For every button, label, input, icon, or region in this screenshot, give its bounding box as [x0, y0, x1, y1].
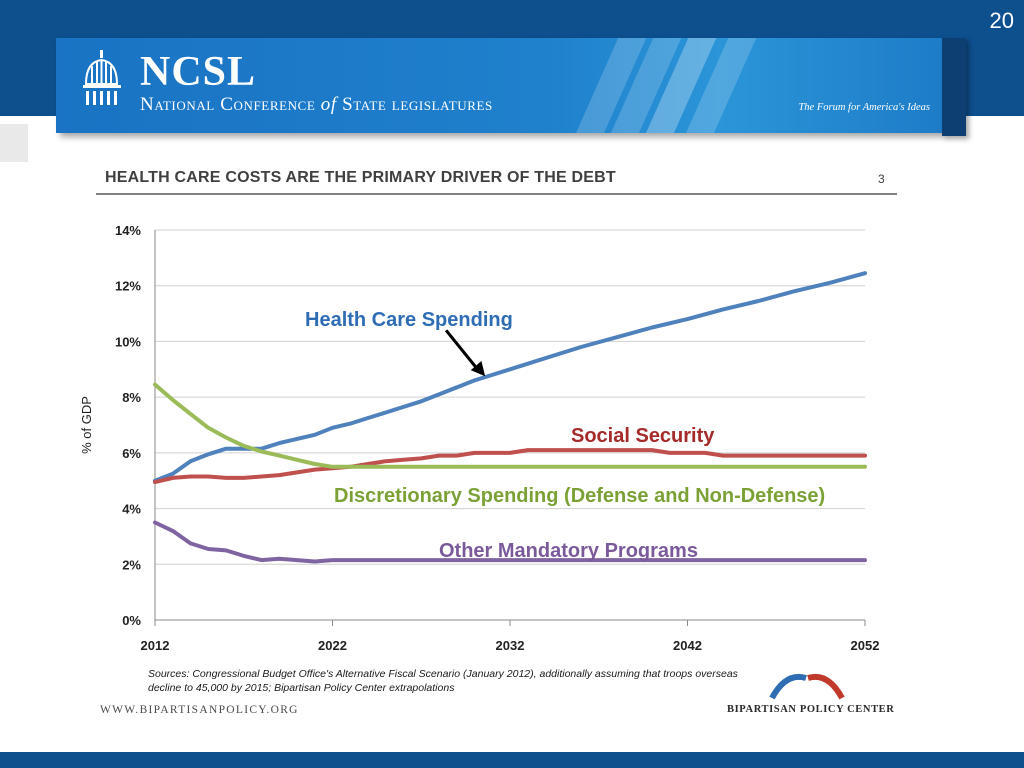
series-annotation: Discretionary Spending (Defense and Non-… [334, 485, 825, 507]
bottom-band [0, 752, 1024, 768]
series-annotation: Social Security [571, 425, 715, 447]
series-annotation: Health Care Spending [305, 309, 513, 331]
org-name-part: National Conference [140, 94, 316, 115]
org-name-of: of [320, 94, 337, 115]
series-line [153, 382, 867, 469]
x-tick-label: 2042 [673, 638, 702, 653]
y-tick-label: 14% [115, 223, 141, 238]
series-line [153, 271, 867, 483]
series-line [153, 520, 867, 564]
x-tick-label: 2052 [851, 638, 880, 653]
annotation-arrow-head [470, 361, 486, 377]
sources-note: Sources: Congressional Budget Office's A… [148, 668, 738, 694]
ncsl-banner: NCSL National Conference of State legisl… [56, 38, 942, 133]
chart-heading: HEALTH CARE COSTS ARE THE PRIMARY DRIVER… [105, 169, 616, 186]
series-annotation: Other Mandatory Programs [439, 540, 698, 562]
ncsl-tagline: The Forum for America's Ideas [798, 102, 930, 113]
y-tick-label: 6% [122, 446, 141, 461]
org-name-part: State legislatures [342, 94, 493, 115]
y-tick-label: 2% [122, 557, 141, 572]
y-tick-label: 10% [115, 334, 141, 349]
heading-rule [96, 193, 897, 195]
page-reference: 3 [878, 172, 885, 186]
x-tick-label: 2022 [318, 638, 347, 653]
ncsl-title: NCSL [140, 49, 257, 95]
y-tick-label: 0% [122, 613, 141, 628]
bpc-logo-icon [769, 674, 845, 700]
banner-edge [942, 38, 966, 136]
website-url: WWW.BIPARTISANPOLICY.ORG [100, 704, 299, 716]
bpc-name: BIPARTISAN POLICY CENTER [727, 704, 895, 715]
y-tick-label: 8% [122, 390, 141, 405]
slide-number: 20 [989, 8, 1014, 33]
x-tick-label: 2032 [496, 638, 525, 653]
y-tick-label: 4% [122, 502, 141, 517]
x-tick-label: 2012 [141, 638, 170, 653]
left-tab [0, 124, 28, 162]
y-tick-label: 12% [115, 279, 141, 294]
annotation-arrow-shaft [444, 329, 481, 373]
ncsl-full-name: National Conference of State legislature… [140, 94, 493, 116]
y-axis-label: % of GDP [79, 396, 94, 454]
capitol-dome-icon [83, 50, 121, 105]
series-line [153, 448, 867, 485]
